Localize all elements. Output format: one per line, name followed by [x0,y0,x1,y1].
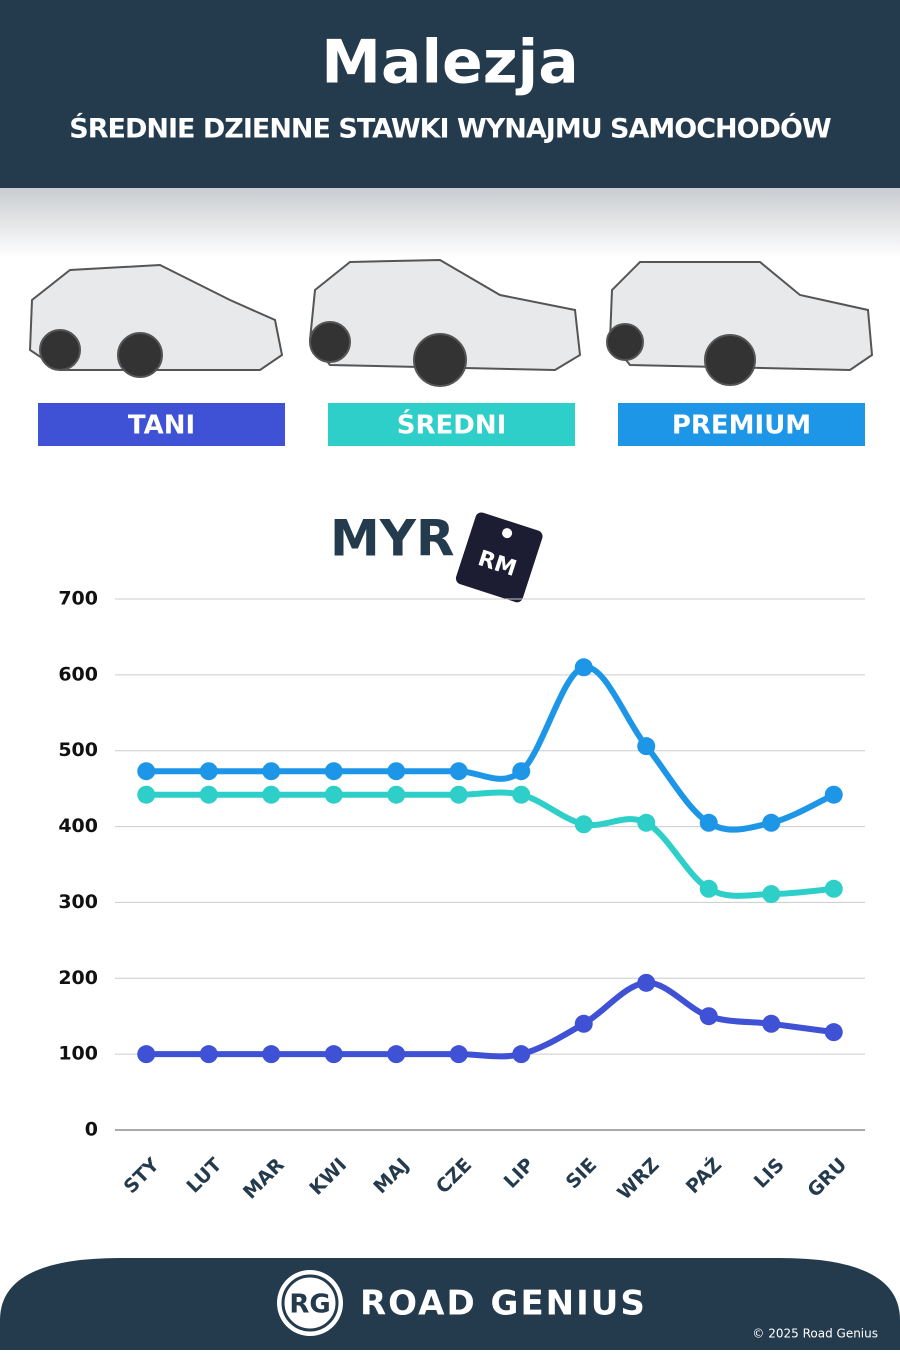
data-point [387,762,406,781]
data-point [637,737,656,756]
series-line [143,789,837,899]
data-point [637,813,656,832]
legend: TANI ŚREDNI PREMIUM [38,403,865,446]
data-point [199,1045,218,1064]
x-tick-label: LIS [750,1154,789,1193]
data-point [137,785,156,804]
plot: 0 100 200 300 400 500 600 700 STY LUT MAR KWI MAJ CZE… [58,588,865,1204]
title: Malezja [321,28,578,98]
data-point [574,658,593,677]
data-point [262,785,281,804]
data-point [637,973,656,992]
x-tick-label: PAŹ [681,1153,726,1198]
y-tick-label: 700 [58,588,98,610]
header-shadow [0,188,900,258]
x-tick-label: MAJ [369,1154,413,1198]
y-tick-label: 500 [58,739,98,761]
data-point [824,879,843,898]
data-point [199,762,218,781]
logo-circle [277,1270,343,1336]
data-point [762,813,781,832]
y-tick-label: 200 [58,967,98,989]
logo-text: RG [289,1290,330,1320]
data-point [824,785,843,804]
x-tick-label: GRU [803,1154,851,1202]
legend-label: PREMIUM [672,411,811,441]
car-image [606,261,874,386]
data-point [512,762,531,781]
data-point [137,762,156,781]
footer-band [0,1258,900,1350]
data-point [824,1023,843,1042]
subtitle: ŚREDNIE DZIENNE STAWKI WYNAJMU SAMOCHODÓ… [69,113,831,145]
data-point [699,813,718,832]
header-band [0,0,900,188]
data-point [512,785,531,804]
x-tick-label: LUT [182,1154,226,1198]
x-tick-label: CZE [432,1154,476,1198]
logo-ring [281,1274,339,1332]
legend-label: ŚREDNI [397,409,507,441]
data-point [137,1045,156,1064]
legend-label: TANI [128,411,195,441]
legend-swatch [38,403,285,446]
y-tick-label: 300 [58,891,98,913]
data-point [262,1045,281,1064]
data-point [199,785,218,804]
series-line [143,979,837,1060]
copyright: © 2025 Road Genius [752,1327,878,1341]
data-point [324,762,343,781]
data-point [574,1014,593,1033]
y-tick-label: 400 [58,815,98,837]
car-image [28,263,284,378]
data-point [324,1045,343,1064]
data-point [387,1045,406,1064]
x-tick-label: MAR [239,1154,289,1204]
x-tick-label: KWI [305,1154,351,1200]
x-tick-label: WRZ [613,1154,663,1204]
data-point [699,879,718,898]
x-tick-label: LIP [500,1154,539,1193]
data-point [449,1045,468,1064]
data-point [699,1007,718,1026]
unit-label: MYR [330,510,454,568]
car-image [308,258,582,387]
series-line [143,664,837,833]
data-point [387,785,406,804]
data-point [324,785,343,804]
x-tick-label: STY [120,1154,164,1198]
y-tick-label: 0 [85,1119,98,1141]
y-tick-label: 100 [58,1043,98,1065]
data-point [762,885,781,904]
legend-swatch [618,403,865,446]
data-point [762,1014,781,1033]
data-point [262,762,281,781]
legend-swatch [328,403,575,446]
x-tick-label: SIE [562,1154,601,1193]
data-point [449,762,468,781]
data-point [574,815,593,834]
brand-name: ROAD GENIUS [360,1284,647,1324]
price-tag: RM [455,512,543,603]
y-tick-label: 600 [58,663,98,685]
data-point [512,1045,531,1064]
data-point [449,785,468,804]
